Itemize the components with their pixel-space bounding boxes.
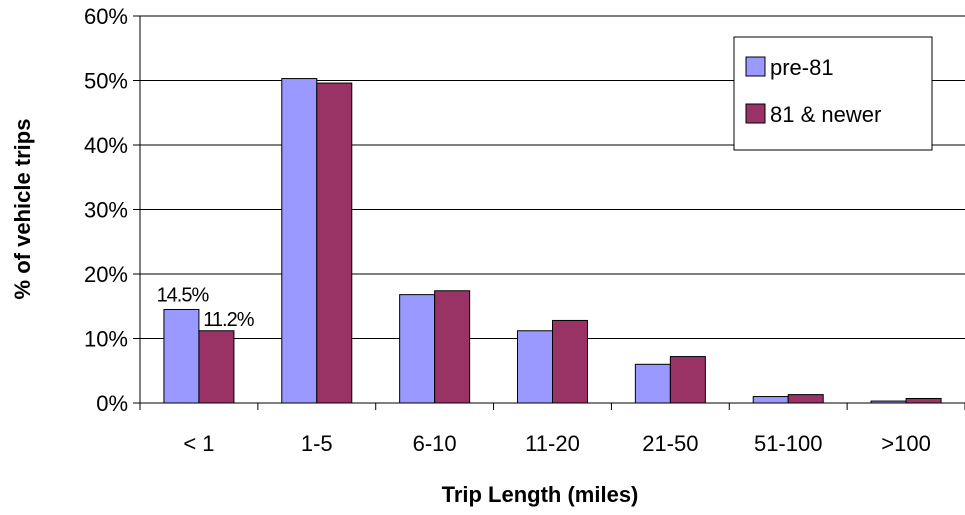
bar-81-and-newer-0 [198, 330, 235, 404]
legend-swatch-81-and-newer [745, 103, 766, 124]
y-tick-label: 20% [84, 262, 128, 287]
bar-pre-81-0 [163, 308, 200, 404]
bars [163, 78, 942, 404]
data-label: 11.2% [203, 309, 254, 331]
bar-81-and-newer-3 [552, 319, 588, 404]
y-tick-label: 40% [84, 133, 128, 158]
bar-81-and-newer-4 [669, 356, 706, 404]
y-tick-label: 60% [84, 4, 128, 29]
bar-pre-81-3 [517, 330, 553, 404]
legend-label-pre-81: pre-81 [770, 55, 834, 80]
axes [133, 15, 965, 410]
gridlines [140, 15, 965, 339]
y-tick-label: 0% [96, 391, 128, 416]
legend-box [733, 36, 933, 151]
bar-81-and-newer-5 [787, 394, 824, 404]
x-tick-label: 21-50 [642, 431, 698, 456]
bar-81-and-newer-2 [434, 290, 471, 404]
data-label: 14.5% [157, 284, 210, 306]
legend-swatch-pre-81 [745, 56, 766, 77]
y-axis-title: % of vehicle trips [10, 119, 35, 300]
y-tick-label: 30% [84, 198, 128, 223]
legend: pre-81 81 & newer [733, 36, 933, 151]
x-tick-label: 1-5 [301, 431, 333, 456]
bar-pre-81-1 [281, 78, 318, 404]
x-tick-label: 11-20 [525, 431, 580, 456]
bar-81-and-newer-1 [316, 82, 353, 404]
y-tick-label: 50% [84, 69, 128, 94]
bar-pre-81-5 [752, 396, 789, 404]
bar-pre-81-2 [399, 294, 436, 404]
x-tick-label: 6-10 [413, 431, 457, 456]
y-tick-label: 10% [84, 327, 128, 352]
labels: 0% 10% 20% 30% 40% 50% 60% < 1 1-5 6-10 11-20 21-50… [84, 4, 931, 456]
x-axis-title: Trip Length (miles) [442, 482, 639, 507]
bar-81-and-newer-6 [905, 397, 942, 404]
bar-pre-81-4 [634, 363, 671, 404]
x-tick-label: 51-100 [754, 431, 823, 456]
x-tick-label: < 1 [183, 431, 214, 456]
legend-label-81-and-newer: 81 & newer [770, 102, 881, 127]
x-tick-label: >100 [881, 431, 931, 456]
